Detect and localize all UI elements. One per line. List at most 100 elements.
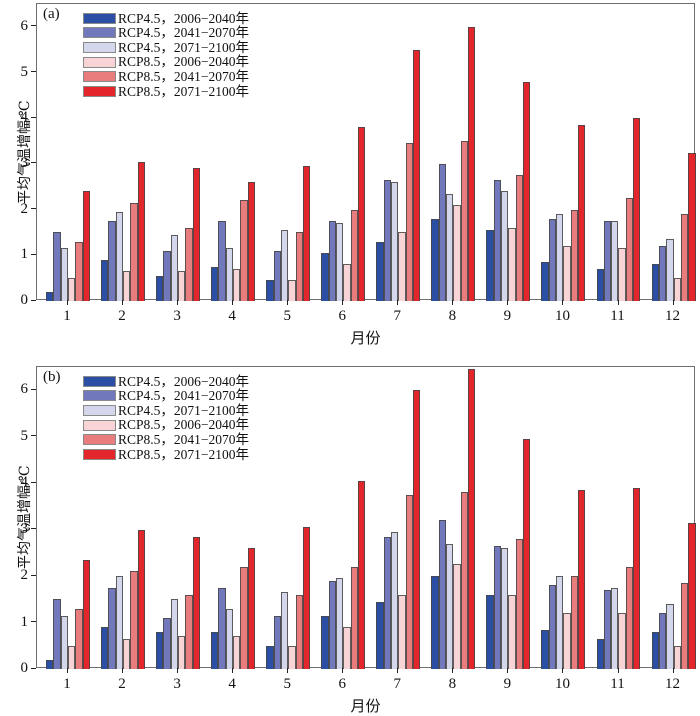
y-axis-tick: [31, 667, 36, 669]
bar-8-series-5: [460, 141, 468, 301]
y-axis-tick-label: 2: [20, 200, 29, 217]
x-axis-tick-label: 4: [228, 308, 236, 324]
x-axis-tick: [287, 668, 289, 673]
x-axis-tick: [507, 300, 509, 305]
legend-item: RCP8.5，2071−2100年: [83, 447, 249, 462]
bar-10-series-1: [541, 262, 549, 301]
bar-3-series-1: [156, 631, 164, 669]
x-axis-tick: [507, 668, 509, 673]
x-axis-tick-label: 5: [283, 676, 291, 692]
x-axis-tick-label: 10: [554, 676, 570, 692]
x-axis-tick: [177, 300, 179, 305]
bar-10-series-6: [578, 490, 586, 669]
legend-swatch: [83, 375, 116, 387]
y-axis-tick: [31, 299, 36, 301]
bar-9-series-6: [523, 81, 531, 301]
bar-3-series-3: [170, 599, 179, 669]
bar-11-series-6: [633, 487, 641, 669]
bar-5-series-3: [280, 592, 289, 669]
bar-1-series-3: [60, 615, 68, 669]
bar-5-series-4: [288, 645, 296, 669]
y-axis-tick-label: 4: [20, 109, 29, 126]
bar-9-series-3: [501, 191, 509, 301]
bar-1-series-2: [53, 232, 61, 301]
bar-7-series-1: [376, 601, 384, 669]
y-axis-tick: [31, 621, 36, 623]
bar-12-series-3: [666, 603, 674, 669]
bar-2-series-5: [130, 202, 138, 301]
x-axis-tick: [397, 668, 399, 673]
bar-2-series-3: [115, 211, 124, 301]
bar-8-series-4: [453, 205, 461, 301]
legend-swatch: [83, 404, 116, 416]
bar-8-series-3: [446, 193, 454, 301]
panel-label-b: (b): [43, 369, 61, 385]
bar-9-series-5: [515, 175, 524, 301]
bar-4-series-1: [211, 266, 219, 301]
x-axis-tick: [617, 300, 619, 305]
x-axis-tick: [232, 300, 234, 305]
legend-label: RCP8.5，2071−2100年: [118, 83, 250, 99]
y-axis-tick: [31, 253, 36, 255]
x-axis-tick: [452, 668, 454, 673]
bar-5-series-2: [273, 615, 281, 669]
bar-5-series-4: [288, 280, 296, 301]
bar-1-series-1: [46, 659, 54, 669]
bar-12-series-1: [651, 264, 659, 301]
bar-3-series-2: [163, 250, 171, 301]
bar-7-series-4: [398, 594, 406, 669]
bar-7-series-1: [376, 241, 384, 301]
bar-1-series-6: [82, 559, 90, 669]
x-axis-tick: [672, 668, 674, 673]
bar-11-series-1: [596, 269, 604, 301]
bar-4-series-3: [225, 248, 234, 301]
bar-1-series-1: [46, 291, 54, 301]
x-axis-tick-label: 8: [448, 308, 457, 324]
x-axis-tick-label: 12: [665, 308, 681, 324]
x-axis-tick: [562, 668, 564, 673]
x-axis-tick-label: 8: [448, 676, 457, 692]
bar-5-series-6: [302, 527, 311, 669]
bar-11-series-5: [625, 566, 634, 669]
bar-5-series-5: [295, 232, 303, 301]
x-axis-tick-label: 1: [63, 308, 71, 324]
legend-item: RCP4.5，2041−2070年: [83, 389, 249, 404]
bar-8-series-2: [438, 163, 446, 301]
bar-2-series-5: [130, 571, 138, 669]
bar-5-series-6: [302, 166, 311, 301]
y-axis-tick-label: 4: [20, 474, 29, 491]
x-axis-tick-label: 6: [338, 308, 347, 324]
x-axis-tick-label: 2: [118, 308, 126, 324]
bar-3-series-5: [185, 227, 193, 301]
x-axis-title-b: 月份: [350, 699, 381, 715]
bar-8-series-1: [431, 576, 439, 669]
bar-1-series-5: [75, 241, 83, 301]
legend-label: RCP8.5，2041−2070年: [118, 68, 250, 84]
bar-9-series-3: [501, 548, 509, 669]
legend-swatch: [83, 27, 116, 39]
y-axis-tick: [31, 71, 36, 73]
bar-6-series-3: [335, 223, 344, 301]
bar-7-series-6: [412, 390, 421, 669]
x-axis-tick-label: 3: [173, 676, 181, 692]
y-axis-tick-label: 5: [20, 63, 29, 80]
bar-8-series-1: [431, 218, 439, 301]
bar-12-series-3: [666, 239, 674, 301]
legend-swatch: [83, 41, 116, 53]
x-axis-tick-label: 9: [503, 676, 512, 692]
bar-4-series-4: [233, 636, 241, 669]
bar-6-series-4: [343, 627, 351, 669]
bar-4-series-2: [218, 587, 226, 669]
bar-1-series-4: [67, 278, 76, 301]
bar-8-series-5: [460, 492, 468, 669]
x-axis-tick-label: 3: [173, 308, 181, 324]
bar-4-series-2: [218, 221, 226, 301]
bar-10-series-3: [556, 576, 564, 669]
bar-7-series-6: [412, 49, 421, 301]
bar-9-series-4: [508, 227, 516, 301]
x-axis-tick-label: 4: [228, 676, 236, 692]
bar-6-series-5: [350, 209, 358, 301]
bar-11-series-2: [603, 221, 612, 301]
y-axis-tick-label: 0: [20, 292, 29, 308]
bar-3-series-4: [178, 271, 186, 301]
